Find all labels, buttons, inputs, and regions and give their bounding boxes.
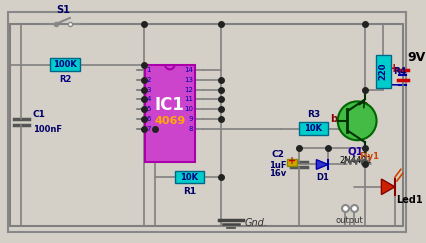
FancyBboxPatch shape <box>50 58 80 71</box>
Text: 100nF: 100nF <box>33 125 62 134</box>
Text: R3: R3 <box>307 110 320 119</box>
Text: R4: R4 <box>393 67 406 76</box>
Text: Q1: Q1 <box>347 146 363 156</box>
Text: c: c <box>358 129 364 139</box>
FancyBboxPatch shape <box>144 65 195 162</box>
Text: 220: 220 <box>379 62 388 80</box>
Text: e: e <box>362 100 368 110</box>
Text: −: − <box>388 77 400 91</box>
Text: Led1: Led1 <box>396 195 423 205</box>
Text: 2: 2 <box>147 77 151 83</box>
Text: 8: 8 <box>189 126 193 131</box>
Text: 14: 14 <box>184 67 193 73</box>
Text: C1: C1 <box>33 110 46 119</box>
Text: output: output <box>336 216 363 225</box>
Text: R2: R2 <box>59 75 71 84</box>
Text: 5: 5 <box>147 106 151 112</box>
Text: 10K: 10K <box>180 173 198 182</box>
Text: 10K: 10K <box>305 124 322 133</box>
Text: 2N4401: 2N4401 <box>339 156 371 165</box>
FancyBboxPatch shape <box>8 12 406 232</box>
FancyBboxPatch shape <box>287 159 297 166</box>
Circle shape <box>338 101 377 140</box>
Text: 1uF: 1uF <box>269 161 286 170</box>
FancyBboxPatch shape <box>175 171 204 183</box>
Text: b: b <box>330 114 337 124</box>
Text: 3: 3 <box>147 87 151 93</box>
Text: 1: 1 <box>147 67 151 73</box>
Text: 10: 10 <box>184 106 193 112</box>
Text: 9: 9 <box>189 116 193 122</box>
FancyBboxPatch shape <box>299 122 328 135</box>
Text: D1: D1 <box>316 173 328 182</box>
Text: 7: 7 <box>147 126 151 131</box>
Text: 100K: 100K <box>53 60 77 69</box>
Text: 12: 12 <box>184 87 193 93</box>
Text: 16v: 16v <box>269 169 286 178</box>
Text: 13: 13 <box>184 77 193 83</box>
Text: 9V: 9V <box>408 51 426 64</box>
Polygon shape <box>381 179 395 195</box>
Text: Gnd.: Gnd. <box>245 218 268 228</box>
Text: +: + <box>288 156 296 165</box>
FancyBboxPatch shape <box>376 55 391 88</box>
Text: 6: 6 <box>147 116 151 122</box>
Text: 4: 4 <box>147 96 151 103</box>
Text: R1: R1 <box>183 187 196 196</box>
Text: 11: 11 <box>184 96 193 103</box>
Text: 4069: 4069 <box>154 116 185 126</box>
Text: Fly1: Fly1 <box>359 152 379 161</box>
Text: +: + <box>389 62 399 75</box>
Text: IC1: IC1 <box>155 96 185 114</box>
Text: S1: S1 <box>56 5 70 15</box>
Text: C2: C2 <box>271 150 284 159</box>
Polygon shape <box>317 160 328 169</box>
